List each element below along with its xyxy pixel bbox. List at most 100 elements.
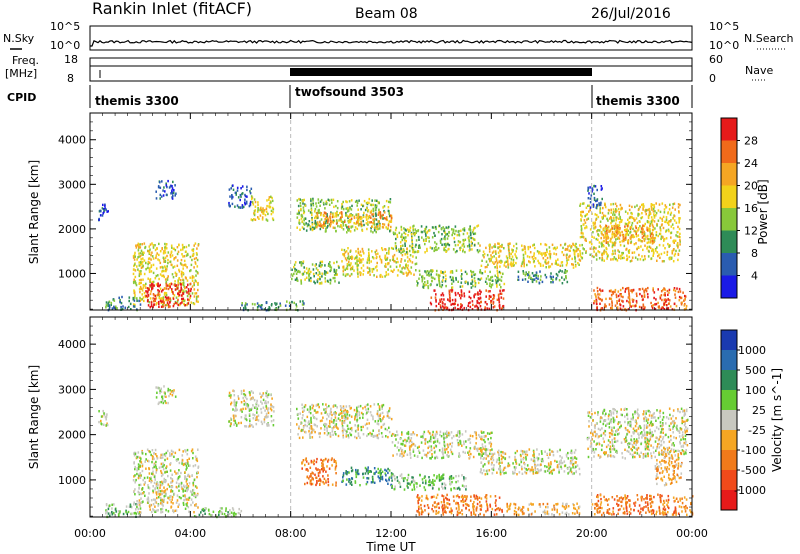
data-cell bbox=[288, 301, 291, 304]
data-cell bbox=[318, 264, 321, 267]
data-cell bbox=[672, 217, 674, 220]
data-cell bbox=[301, 303, 304, 306]
data-cell bbox=[326, 413, 329, 416]
data-cell bbox=[176, 264, 179, 267]
data-cell bbox=[231, 195, 233, 198]
data-cell bbox=[488, 294, 491, 298]
data-cell bbox=[143, 291, 146, 295]
data-cell bbox=[376, 255, 378, 259]
data-cell bbox=[335, 270, 337, 273]
data-cell bbox=[181, 462, 183, 465]
data-cell bbox=[394, 245, 397, 248]
data-cell bbox=[467, 236, 470, 240]
data-cell bbox=[455, 276, 457, 280]
data-cell bbox=[297, 433, 299, 436]
data-cell bbox=[252, 391, 254, 394]
data-cell bbox=[382, 423, 385, 427]
data-cell bbox=[411, 433, 413, 436]
data-cell bbox=[411, 248, 414, 251]
data-cell bbox=[608, 297, 611, 300]
data-cell bbox=[364, 208, 367, 212]
data-cell bbox=[150, 264, 153, 267]
data-cell bbox=[100, 423, 103, 426]
data-cell bbox=[422, 238, 425, 242]
data-cell bbox=[656, 224, 658, 227]
data-cell bbox=[159, 493, 162, 496]
data-cell bbox=[192, 457, 194, 460]
data-cell bbox=[624, 236, 627, 240]
data-cell bbox=[443, 246, 445, 250]
data-cell bbox=[384, 275, 386, 278]
data-cell bbox=[139, 255, 142, 258]
data-cell bbox=[293, 266, 295, 269]
data-cell bbox=[442, 456, 445, 459]
data-cell bbox=[372, 267, 375, 271]
nsky-trace bbox=[90, 39, 693, 47]
data-cell bbox=[333, 412, 335, 415]
data-cell bbox=[495, 252, 497, 255]
data-cell bbox=[343, 220, 346, 224]
data-cell bbox=[512, 262, 514, 265]
data-cell bbox=[118, 296, 120, 299]
data-cell bbox=[191, 448, 194, 451]
data-cell bbox=[241, 303, 243, 307]
data-cell bbox=[311, 436, 314, 439]
data-cell bbox=[300, 214, 303, 217]
data-cell bbox=[336, 426, 338, 429]
scatter-region bbox=[145, 282, 192, 309]
data-cell bbox=[163, 186, 165, 189]
data-cell bbox=[170, 495, 172, 498]
data-cell bbox=[498, 255, 500, 258]
data-cell bbox=[631, 289, 634, 292]
data-cell bbox=[158, 493, 161, 497]
data-cell bbox=[549, 252, 552, 256]
data-cell bbox=[444, 274, 447, 277]
data-cell bbox=[630, 234, 633, 237]
data-cell bbox=[176, 259, 179, 262]
data-cell bbox=[246, 403, 249, 406]
data-cell bbox=[624, 290, 626, 293]
data-cell bbox=[370, 260, 372, 263]
data-cell bbox=[160, 300, 163, 303]
data-cell bbox=[408, 441, 411, 444]
data-cell bbox=[333, 205, 335, 209]
data-cell bbox=[468, 238, 470, 241]
data-cell bbox=[180, 294, 183, 297]
data-cell bbox=[469, 225, 471, 228]
data-cell bbox=[350, 406, 352, 410]
data-cell bbox=[610, 294, 613, 297]
data-cell bbox=[156, 455, 158, 458]
colorbar-tick-label: 28 bbox=[744, 135, 758, 148]
data-cell bbox=[141, 488, 144, 491]
data-cell bbox=[526, 255, 529, 258]
data-cell bbox=[268, 196, 271, 199]
data-cell bbox=[451, 271, 454, 274]
data-cell bbox=[153, 457, 155, 460]
data-cell bbox=[659, 256, 661, 259]
scatter-region bbox=[228, 184, 253, 209]
data-cell bbox=[107, 303, 109, 306]
data-cell bbox=[340, 207, 343, 210]
data-cell bbox=[342, 405, 345, 408]
data-cell bbox=[653, 205, 656, 209]
data-cell bbox=[248, 407, 251, 411]
data-cell bbox=[658, 305, 660, 308]
data-cell bbox=[271, 303, 273, 306]
data-cell bbox=[330, 268, 332, 272]
data-cell bbox=[421, 278, 424, 281]
data-cell bbox=[399, 452, 402, 456]
data-cell bbox=[471, 242, 473, 245]
data-cell bbox=[583, 202, 585, 205]
data-cell bbox=[619, 304, 622, 307]
data-cell bbox=[470, 269, 472, 273]
data-cell bbox=[160, 297, 162, 300]
data-cell bbox=[151, 242, 153, 245]
data-cell bbox=[133, 278, 135, 281]
data-cell bbox=[347, 206, 349, 210]
data-cell bbox=[378, 407, 381, 410]
data-cell bbox=[186, 488, 188, 492]
data-cell bbox=[378, 255, 381, 258]
data-cell bbox=[579, 204, 581, 207]
data-cell bbox=[257, 201, 259, 204]
data-cell bbox=[133, 501, 135, 504]
